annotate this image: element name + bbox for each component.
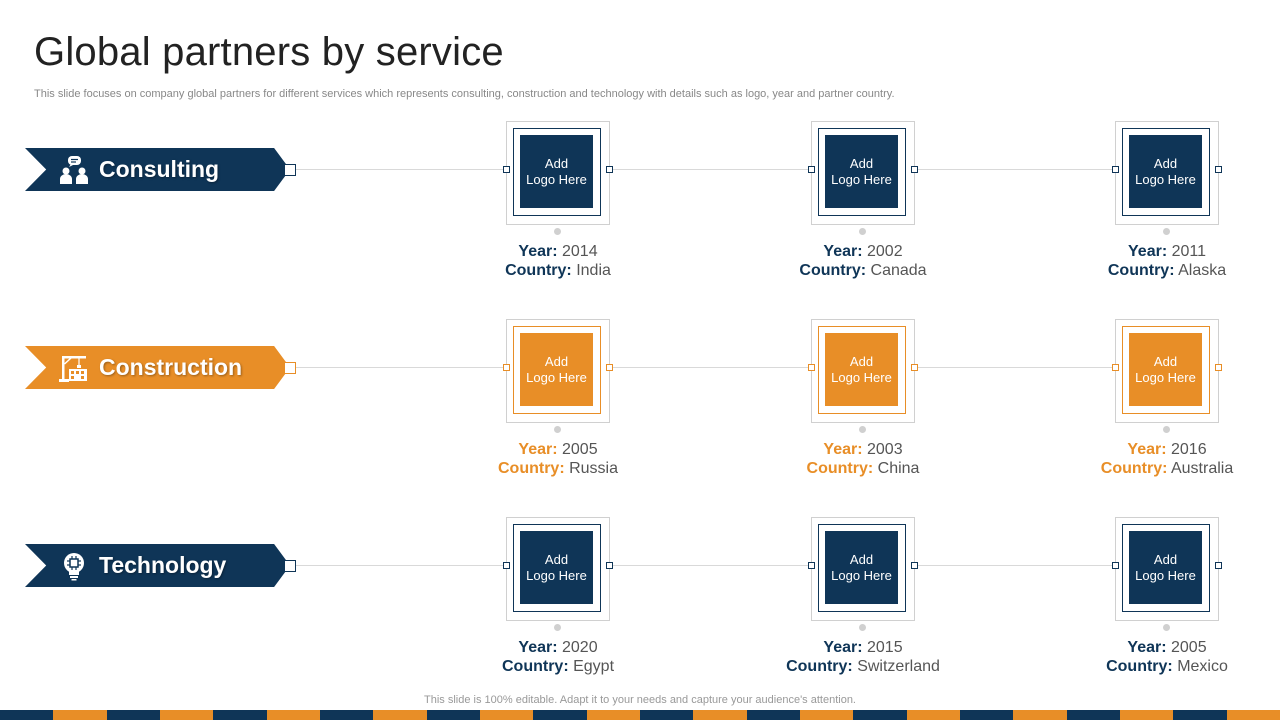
partner-year: 2016 xyxy=(1171,441,1207,458)
partner-year: 2015 xyxy=(867,639,903,656)
partner-country: Canada xyxy=(870,262,927,279)
partner-details: Year: 2003 Country: China xyxy=(751,440,975,478)
country-label: Country: xyxy=(786,658,853,675)
logo-placeholder[interactable]: Add Logo Here xyxy=(825,135,898,208)
partner-country: Egypt xyxy=(573,658,615,675)
service-tag-technology[interactable]: Technology xyxy=(25,544,290,587)
partner-year: 2005 xyxy=(1171,639,1207,656)
year-label: Year: xyxy=(518,639,558,656)
service-row-construction: Construction Add Logo Here Year: 2005 Cou… xyxy=(0,319,1280,489)
partner-year: 2002 xyxy=(867,243,903,260)
partner-year: 2011 xyxy=(1171,243,1206,260)
country-label: Country: xyxy=(806,460,874,477)
partner-country: Switzerland xyxy=(857,658,940,675)
partner-country: Russia xyxy=(569,460,618,477)
partner-year: 2003 xyxy=(867,441,903,458)
partner-year: 2005 xyxy=(562,441,598,458)
tag-connector-node xyxy=(284,560,296,572)
service-row-consulting: Consulting Add Logo Here Year: 2014 Count… xyxy=(0,121,1280,291)
country-label: Country: xyxy=(1106,658,1173,675)
service-row-technology: Technology Add Logo Here Year: 2020 Count… xyxy=(0,517,1280,687)
tag-connector-node xyxy=(284,362,296,374)
logo-placeholder[interactable]: Add Logo Here xyxy=(520,531,593,604)
partner-year: 2014 xyxy=(562,243,598,260)
partner-country: Mexico xyxy=(1177,658,1228,675)
partner-details: Year: 2015 Country: Switzerland xyxy=(751,638,975,676)
partner-country: Australia xyxy=(1170,460,1234,477)
country-label: Country: xyxy=(1107,262,1175,279)
partner-details: Year: 2016 Country: Australia xyxy=(1055,440,1279,478)
connector-line xyxy=(290,169,1220,170)
tag-connector-node xyxy=(284,164,296,176)
service-tag-label: Construction xyxy=(99,354,243,380)
country-label: Country: xyxy=(1100,460,1168,477)
partner-details: Year: 2014 Country: India xyxy=(446,242,670,280)
partner-details: Year: 2005 Country: Mexico xyxy=(1055,638,1279,676)
partner-country: China xyxy=(877,460,920,477)
year-label: Year: xyxy=(518,441,558,458)
page-subtitle: This slide focuses on company global par… xyxy=(34,88,895,100)
logo-placeholder[interactable]: Add Logo Here xyxy=(1129,333,1202,406)
service-tag-construction[interactable]: Construction xyxy=(25,346,290,389)
year-label: Year: xyxy=(1127,639,1167,656)
partner-details: Year: 2005 Country: Russia xyxy=(446,440,670,478)
partner-country: India xyxy=(576,262,611,279)
connector-line xyxy=(290,565,1220,566)
year-label: Year: xyxy=(1127,441,1167,458)
year-label: Year: xyxy=(823,639,863,656)
year-label: Year: xyxy=(518,243,558,260)
logo-placeholder[interactable]: Add Logo Here xyxy=(520,135,593,208)
year-label: Year: xyxy=(823,441,863,458)
consulting-people-icon xyxy=(59,155,89,185)
connector-line xyxy=(290,367,1220,368)
year-label: Year: xyxy=(823,243,863,260)
decorative-stripe xyxy=(0,710,1280,720)
partner-year: 2020 xyxy=(562,639,598,656)
page-title: Global partners by service xyxy=(34,30,504,74)
country-label: Country: xyxy=(505,262,572,279)
logo-placeholder[interactable]: Add Logo Here xyxy=(825,531,898,604)
partner-country: Alaska xyxy=(1178,262,1227,279)
partner-details: Year: 2020 Country: Egypt xyxy=(446,638,670,676)
logo-placeholder[interactable]: Add Logo Here xyxy=(1129,135,1202,208)
country-label: Country: xyxy=(497,460,565,477)
technology-bulb-icon xyxy=(59,551,89,581)
footer-note: This slide is 100% editable. Adapt it to… xyxy=(424,694,856,706)
partner-details: Year: 2011 Country: Alaska xyxy=(1055,242,1279,280)
service-tag-consulting[interactable]: Consulting xyxy=(25,148,290,191)
partner-details: Year: 2002 Country: Canada xyxy=(751,242,975,280)
logo-placeholder[interactable]: Add Logo Here xyxy=(1129,531,1202,604)
year-label: Year: xyxy=(1128,243,1168,260)
logo-placeholder[interactable]: Add Logo Here xyxy=(520,333,593,406)
construction-crane-icon xyxy=(59,353,89,383)
service-tag-label: Consulting xyxy=(99,156,220,182)
country-label: Country: xyxy=(501,658,569,675)
logo-placeholder[interactable]: Add Logo Here xyxy=(825,333,898,406)
country-label: Country: xyxy=(799,262,867,279)
service-tag-label: Technology xyxy=(99,552,227,578)
